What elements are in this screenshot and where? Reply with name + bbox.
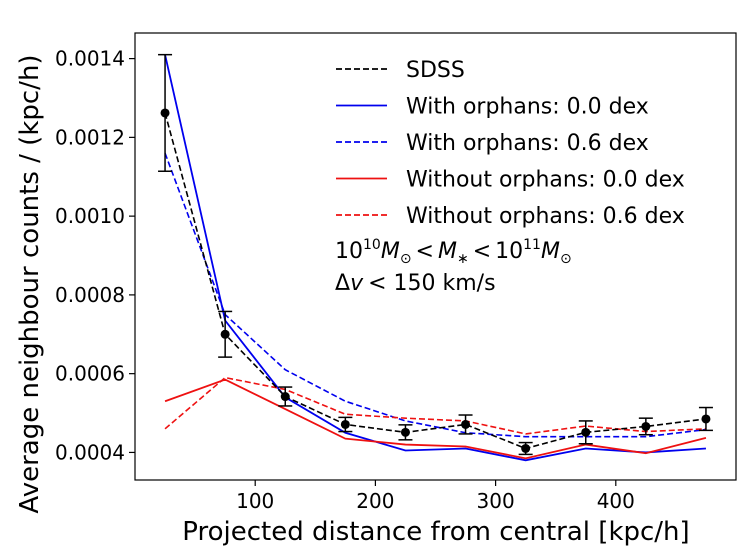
series-line-2 [164,152,707,438]
x-tick-label: 200 [356,489,394,513]
sdss-point [701,414,711,424]
y-tick-label: 0.0004 [55,440,125,464]
legend-label-2: With orphans: 0.6 dex [406,131,649,156]
series-lines [164,54,707,462]
sdss-markers [158,53,713,456]
sdss-point [220,329,230,339]
sdss-point [581,427,591,437]
y-tick-label: 0.0014 [55,47,125,71]
sdss-point [160,108,170,118]
mass-range-annotation: 1010M⊙ < M∗ <1011M⊙ [335,237,572,267]
axis-ticks: 100 200 300 400 0.0004 0.0006 0.0008 0.0010 0.00… [55,47,635,513]
legend-label-3: Without orphans: 0.0 dex [406,168,685,193]
x-tick-label: 300 [477,489,515,513]
y-axis-label: Average neighbour counts / (kpc/h) [15,54,45,513]
sdss-point [521,443,531,453]
x-tick-label: 100 [236,489,274,513]
sdss-point [400,427,410,437]
x-axis-label: Projected distance from central [kpc/h] [182,517,689,547]
y-tick-label: 0.0008 [55,283,125,307]
legend-label-0: SDSS [406,58,465,83]
sdss-point [461,419,471,429]
series-line-3 [164,378,707,460]
sdss-point [340,419,350,429]
series-line-1 [164,54,707,462]
legend: SDSS With orphans: 0.0 dex With orphans: 0… [336,58,685,229]
velocity-cut-annotation: Δv < 150 km/s [335,271,496,296]
series-line-0 [164,112,707,450]
x-tick-label: 400 [597,489,635,513]
legend-label-1: With orphans: 0.0 dex [406,95,649,120]
sdss-point [641,421,651,431]
y-tick-label: 0.0006 [55,362,125,386]
y-tick-label: 0.0010 [55,204,125,228]
sdss-point [280,392,290,402]
legend-label-4: Without orphans: 0.6 dex [406,204,685,229]
y-tick-label: 0.0012 [55,125,125,149]
plot-frame [134,32,737,481]
